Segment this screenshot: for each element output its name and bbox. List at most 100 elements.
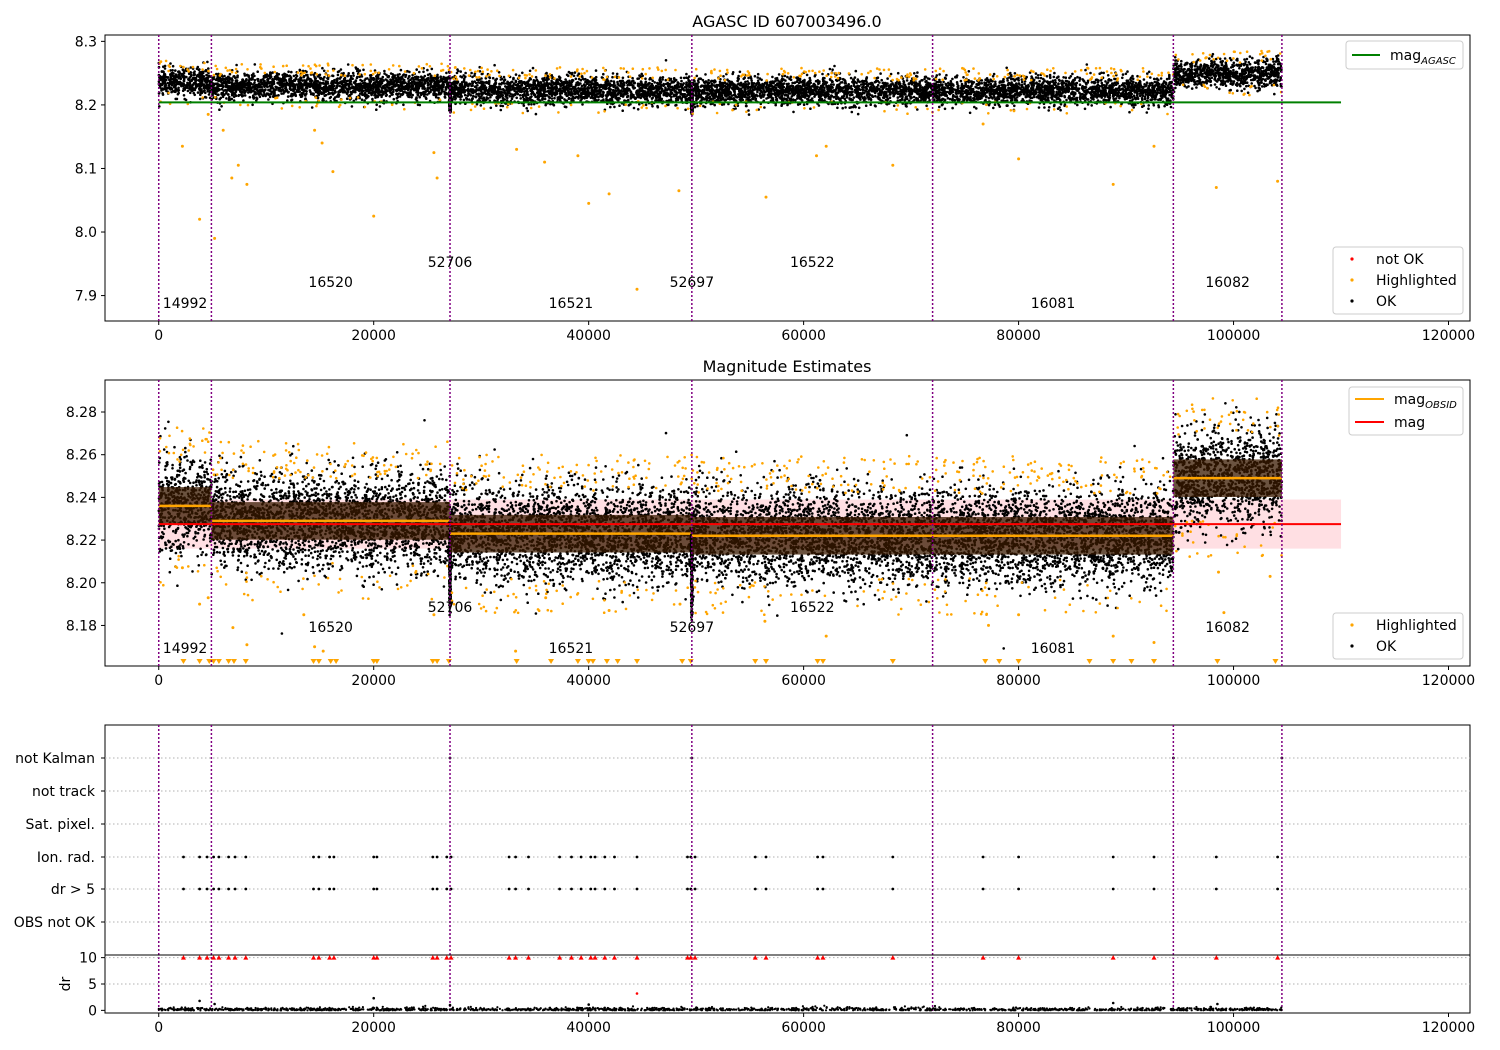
data-point-ok [592, 82, 595, 86]
data-point-ok [301, 85, 304, 89]
data-point-ok [674, 104, 677, 107]
data-point-ok [358, 69, 362, 72]
data-point-ok [529, 89, 532, 92]
data-point-ok [371, 97, 374, 101]
data-point-ok [524, 98, 527, 101]
data-point-ok [239, 87, 243, 90]
data-point-ok [640, 87, 644, 90]
data-point-ok [390, 80, 394, 84]
data-point-ok [295, 74, 299, 78]
data-point-highlighted [569, 103, 573, 107]
data-point-highlighted [348, 96, 352, 100]
data-point-highlighted [617, 76, 621, 79]
data-point-ok [395, 88, 399, 91]
data-point-ok [351, 85, 355, 89]
data-point-highlighted [476, 69, 480, 73]
data-point-ok [565, 73, 569, 77]
data-point-ok [457, 90, 461, 94]
data-point-ok [206, 90, 209, 93]
data-point-ok [383, 69, 386, 73]
data-point-ok [577, 72, 581, 76]
data-point-ok [564, 105, 568, 109]
data-point-ok [515, 90, 518, 93]
data-point-ok [168, 78, 171, 82]
data-point-ok [293, 91, 297, 94]
data-point-ok [664, 94, 668, 97]
data-point-ok [638, 93, 642, 97]
data-point-ok [621, 76, 625, 80]
data-point-ok [434, 87, 437, 91]
data-point-ok [627, 82, 631, 85]
data-point-highlighted [453, 66, 457, 69]
data-point-ok [472, 88, 475, 92]
data-point-ok [514, 87, 517, 90]
data-point-ok [443, 96, 447, 99]
data-point-ok [188, 80, 192, 84]
data-point-ok [555, 85, 558, 89]
data-point-ok [356, 67, 360, 71]
data-point-ok [460, 81, 464, 84]
data-point-ok [194, 82, 197, 85]
data-point-ok [495, 77, 499, 81]
data-point-ok [597, 95, 600, 98]
data-point-ok [395, 97, 399, 100]
data-point-ok [416, 88, 420, 91]
data-point-ok [261, 89, 265, 92]
data-point-ok [185, 75, 188, 79]
data-point-ok [322, 69, 326, 73]
data-point-ok [543, 82, 546, 85]
data-point-ok [275, 77, 278, 81]
data-point-ok [535, 91, 539, 94]
data-point-ok [234, 94, 238, 97]
data-point-ok [576, 90, 580, 94]
data-point-ok [321, 99, 324, 102]
data-point-ok [339, 68, 343, 71]
data-point-ok [184, 98, 188, 102]
data-point-ok [284, 75, 287, 78]
data-point-ok [475, 88, 478, 92]
data-point-ok [202, 90, 205, 93]
data-point-highlighted [318, 64, 321, 67]
data-point-ok [644, 103, 648, 107]
data-point-highlighted [548, 73, 552, 76]
data-point-ok [220, 87, 224, 91]
data-point-ok [193, 72, 196, 75]
data-point-highlighted [363, 105, 367, 109]
data-point-ok [537, 98, 540, 101]
data-point-ok [200, 79, 204, 83]
data-point-ok [177, 77, 181, 80]
data-point-ok [521, 81, 524, 85]
data-point-highlighted [179, 64, 182, 68]
data-point-ok [277, 72, 281, 76]
data-point-highlighted [555, 67, 559, 70]
data-point-ok [471, 84, 474, 87]
data-point-ok [297, 85, 300, 88]
data-point-ok [310, 82, 313, 85]
data-point-ok [470, 91, 474, 94]
data-point-ok [304, 94, 307, 97]
data-point-ok [207, 93, 211, 96]
data-point-ok [526, 84, 529, 87]
data-point-ok [187, 84, 191, 87]
data-point-ok [680, 86, 684, 90]
data-point-ok [192, 88, 196, 92]
data-point-ok [182, 83, 186, 87]
data-point-ok [616, 82, 620, 86]
data-point-ok [518, 80, 522, 83]
data-point-ok [373, 85, 377, 89]
data-point-ok [305, 73, 308, 77]
data-point-ok [580, 92, 584, 95]
data-point-ok [596, 83, 600, 86]
data-point-ok [541, 95, 544, 99]
data-point-ok [611, 88, 615, 92]
data-point-ok [214, 78, 218, 82]
data-point-ok [359, 78, 362, 82]
data-point-ok [606, 90, 609, 94]
data-point-ok [486, 90, 490, 94]
data-point-ok [512, 77, 515, 81]
data-point-ok [316, 88, 320, 92]
data-point-ok [186, 89, 190, 93]
data-point-highlighted [239, 103, 242, 107]
data-point-ok [232, 92, 236, 95]
data-point-ok [450, 99, 454, 102]
